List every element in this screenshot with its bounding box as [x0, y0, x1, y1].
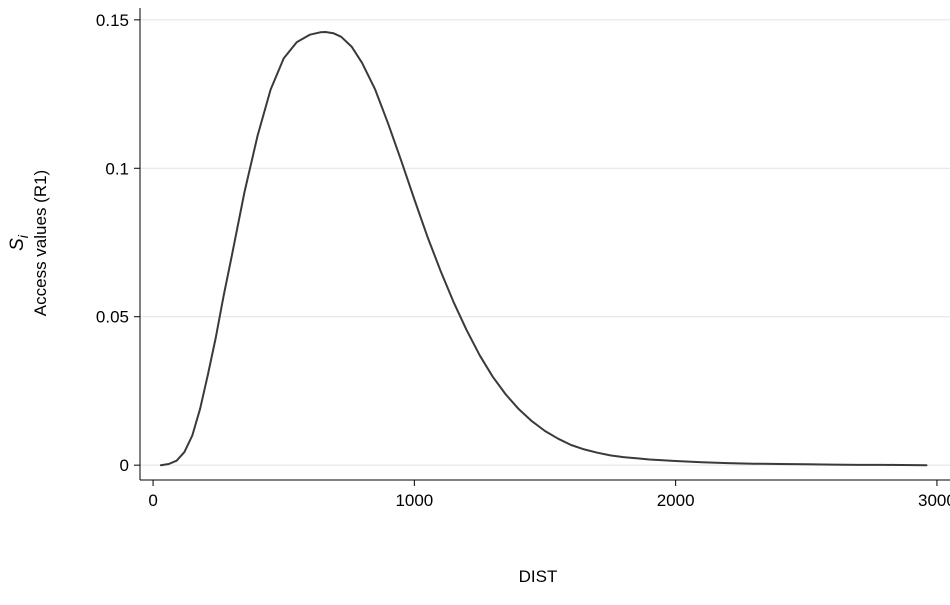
y-tick-label-1: 0.05: [96, 308, 129, 327]
axes: 0 0.05 0.1 0.15 0 1000 2000 3000: [96, 8, 950, 510]
x-tick-label-0: 0: [148, 491, 157, 510]
plot-area: [159, 31, 928, 467]
y-tick-label-2: 0.1: [105, 159, 129, 178]
x-axis-title: DIST: [519, 567, 558, 586]
x-tick-label-1: 1000: [395, 491, 433, 510]
y-axis-symbol-main: S: [7, 238, 28, 251]
series-line-0: [159, 31, 928, 467]
y-axis-symbol-sub: i: [15, 234, 31, 238]
y-tick-label-3: 0.15: [96, 11, 129, 30]
x-tick-label-2: 2000: [657, 491, 695, 510]
y-axis-symbol: Si: [7, 234, 31, 251]
y-axis-title: Access values (R1): [31, 170, 50, 316]
x-tick-label-3: 3000: [918, 491, 950, 510]
y-tick-label-0: 0: [120, 456, 129, 475]
